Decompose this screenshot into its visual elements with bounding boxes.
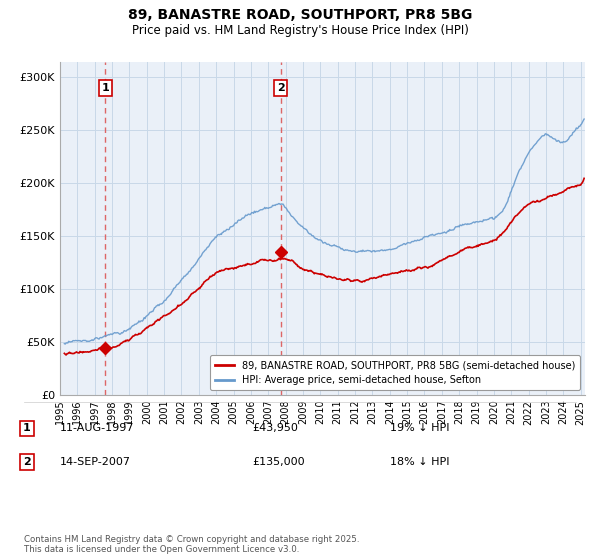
Legend: 89, BANASTRE ROAD, SOUTHPORT, PR8 5BG (semi-detached house), HPI: Average price,: 89, BANASTRE ROAD, SOUTHPORT, PR8 5BG (s… — [210, 356, 580, 390]
Text: 2: 2 — [277, 83, 284, 93]
Text: 1: 1 — [101, 83, 109, 93]
Text: 14-SEP-2007: 14-SEP-2007 — [60, 457, 131, 467]
Text: 2: 2 — [23, 457, 31, 467]
Text: Contains HM Land Registry data © Crown copyright and database right 2025.
This d: Contains HM Land Registry data © Crown c… — [24, 535, 359, 554]
Text: 19% ↓ HPI: 19% ↓ HPI — [390, 423, 449, 433]
Text: 18% ↓ HPI: 18% ↓ HPI — [390, 457, 449, 467]
Text: £43,950: £43,950 — [252, 423, 298, 433]
Text: 11-AUG-1997: 11-AUG-1997 — [60, 423, 134, 433]
Text: 89, BANASTRE ROAD, SOUTHPORT, PR8 5BG: 89, BANASTRE ROAD, SOUTHPORT, PR8 5BG — [128, 8, 472, 22]
Text: £135,000: £135,000 — [252, 457, 305, 467]
Text: Price paid vs. HM Land Registry's House Price Index (HPI): Price paid vs. HM Land Registry's House … — [131, 24, 469, 36]
Text: 1: 1 — [23, 423, 31, 433]
